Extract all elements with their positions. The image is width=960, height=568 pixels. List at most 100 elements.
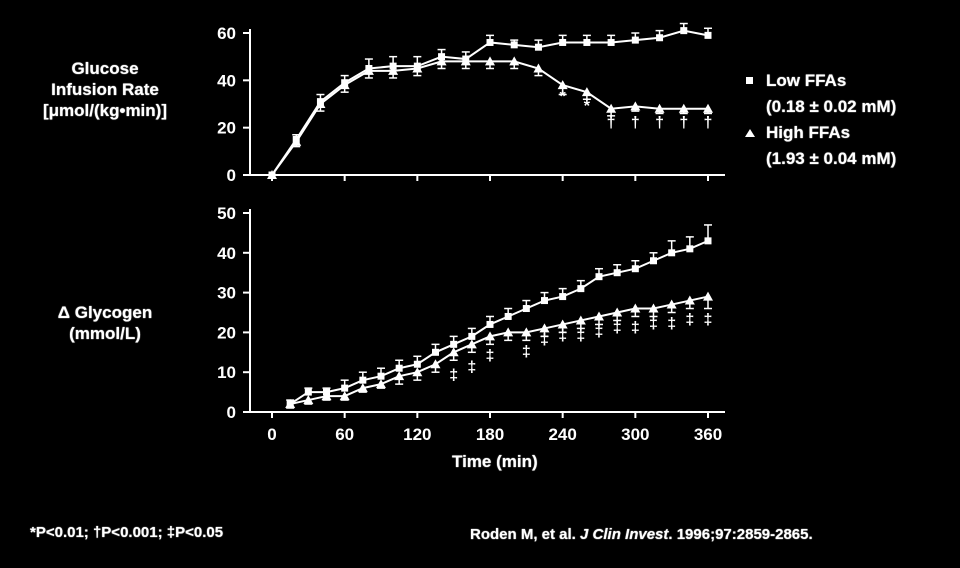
bottom-point-low-ffas: [650, 257, 657, 265]
bottom-series-line-high-ffas: [289, 295, 709, 406]
bottom-significance-mark: ‡: [595, 323, 604, 340]
top-significance-mark: *: [584, 98, 591, 115]
top-y-tick-label: 0: [227, 166, 236, 185]
bottom-point-high-ffas: [612, 307, 623, 317]
bottom-y-axis-label-line: Δ Glycogen: [57, 303, 153, 322]
top-point-high-ffas: [339, 80, 350, 90]
citation-journal: J Clin Invest: [580, 526, 669, 543]
bottom-significance-mark: ‡: [685, 311, 694, 328]
square-marker-icon: [746, 77, 753, 84]
legend-high-value: (1.93 ± 0.04 mM): [766, 149, 897, 168]
x-tick-label: 0: [267, 425, 276, 444]
bottom-point-high-ffas: [412, 367, 423, 377]
x-tick-label: 240: [548, 425, 576, 444]
top-series-line-low-ffas: [271, 29, 709, 176]
top-significance-mark: †: [607, 115, 616, 132]
top-point-low-ffas: [510, 41, 518, 49]
bottom-point-high-ffas: [703, 291, 713, 301]
top-point-high-ffas: [606, 103, 617, 113]
bottom-point-low-ffas: [559, 293, 567, 301]
bottom-point-high-ffas: [430, 359, 441, 369]
bottom-point-low-ffas: [377, 372, 385, 380]
top-point-low-ffas: [704, 31, 712, 39]
bottom-significance-mark: ‡: [522, 343, 531, 360]
top-y-axis-label: Glucose Infusion Rate [μmol/(kg•min)]: [10, 58, 200, 121]
citation-rest: . 1996;97:2859-2865.: [668, 526, 813, 543]
top-point-high-ffas: [412, 63, 423, 73]
bottom-point-high-ffas: [557, 319, 568, 329]
bottom-y-tick-label: 40: [217, 244, 236, 263]
top-significance-mark: †: [679, 115, 688, 132]
top-point-high-ffas: [557, 80, 568, 90]
bottom-point-high-ffas: [303, 395, 314, 405]
bottom-point-low-ffas: [341, 384, 349, 392]
bottom-significance-mark: ‡: [449, 367, 458, 384]
legend: Low FFAs (0.18 ± 0.02 mM) High FFAs (1.9…: [742, 68, 957, 172]
bottom-point-high-ffas: [339, 391, 350, 401]
bottom-significance-mark: ‡: [667, 315, 676, 332]
bottom-point-low-ffas: [522, 305, 530, 313]
bottom-point-low-ffas: [468, 332, 476, 340]
citation-authors: Roden M, et al.: [470, 526, 581, 543]
top-point-high-ffas: [533, 63, 544, 73]
bottom-y-tick-label: 30: [217, 284, 236, 303]
bottom-point-high-ffas: [630, 303, 641, 313]
bottom-point-high-ffas: [466, 339, 477, 349]
legend-high-label: High FFAs: [766, 123, 851, 142]
bottom-significance-mark: ‡: [613, 319, 622, 336]
top-point-low-ffas: [607, 38, 615, 46]
top-point-low-ffas: [559, 38, 567, 46]
top-point-high-ffas: [678, 103, 689, 113]
bottom-point-low-ffas: [450, 340, 458, 348]
bottom-point-high-ffas: [666, 299, 677, 309]
top-point-high-ffas: [509, 56, 520, 66]
top-point-high-ffas: [388, 65, 399, 75]
legend-item-low-ffas: Low FFAs: [742, 68, 957, 94]
bottom-point-low-ffas: [395, 364, 403, 372]
bottom-point-low-ffas: [541, 297, 548, 305]
x-tick-label: 300: [621, 425, 649, 444]
bottom-point-high-ffas: [285, 399, 296, 409]
top-point-high-ffas: [267, 170, 277, 179]
bottom-point-low-ffas: [359, 376, 367, 384]
top-series-line-high-ffas: [271, 60, 708, 176]
x-tick-label: 120: [403, 425, 431, 444]
bottom-point-high-ffas: [684, 295, 695, 305]
bottom-point-high-ffas: [521, 327, 532, 337]
bottom-significance-mark: ‡: [540, 331, 549, 348]
top-y-axis-label-line: [μmol/(kg•min)]: [42, 101, 167, 120]
bottom-point-high-ffas: [321, 391, 332, 401]
top-point-high-ffas: [654, 103, 665, 113]
bottom-point-high-ffas: [539, 323, 550, 333]
top-point-low-ffas: [656, 34, 664, 42]
bottom-point-high-ffas: [503, 327, 514, 337]
top-point-low-ffas: [680, 27, 688, 35]
top-point-high-ffas: [703, 103, 713, 113]
citation: Roden M, et al. J Clin Invest. 1996;97:2…: [470, 526, 813, 543]
significance-footnote: *P<0.01; †P<0.001; ‡P<0.05: [30, 524, 224, 541]
bottom-point-low-ffas: [613, 269, 621, 277]
bottom-point-low-ffas: [413, 360, 421, 368]
bottom-point-low-ffas: [486, 320, 494, 328]
top-y-tick-label: 60: [217, 24, 236, 43]
x-axis-label: Time (min): [452, 452, 538, 471]
x-tick-label: 360: [694, 425, 722, 444]
bottom-y-tick-label: 0: [227, 403, 236, 422]
bottom-significance-mark: ‡: [558, 327, 567, 344]
top-significance-mark: *: [560, 89, 567, 106]
top-point-high-ffas: [436, 56, 447, 66]
bottom-series-line-low-ffas: [289, 239, 709, 405]
top-point-high-ffas: [630, 101, 641, 111]
top-point-low-ffas: [583, 38, 591, 46]
bottom-significance-mark: ‡: [649, 315, 658, 332]
bottom-point-low-ffas: [704, 237, 712, 245]
top-y-tick-label: 40: [217, 71, 236, 90]
top-significance-mark: †: [655, 115, 664, 132]
bottom-y-axis-label: Δ Glycogen (mmol/L): [20, 302, 190, 344]
x-tick-label: 180: [476, 425, 504, 444]
legend-item-high-ffas: High FFAs: [742, 120, 957, 146]
bottom-y-tick-label: 10: [217, 363, 236, 382]
triangle-marker-icon: [745, 129, 755, 137]
bottom-significance-mark: ‡: [704, 311, 713, 328]
